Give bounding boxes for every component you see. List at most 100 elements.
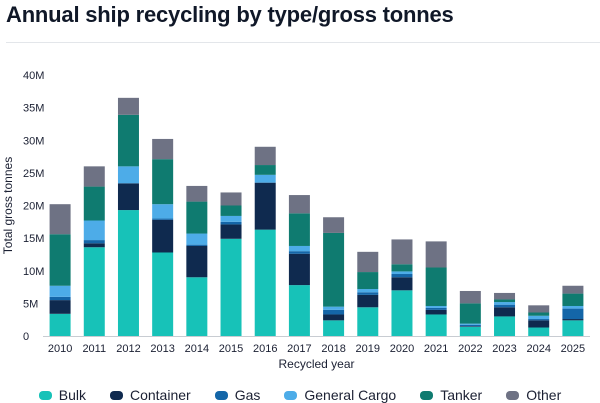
bar-segment-general-cargo-2012[interactable] [117,166,139,184]
bar-segment-container-2024[interactable] [528,320,550,328]
bar-segment-container-2022[interactable] [459,326,481,327]
bar-segment-bulk-2010[interactable] [49,313,71,336]
bar-segment-bulk-2014[interactable] [186,277,208,336]
bar-segment-other-2014[interactable] [186,185,208,202]
legend-item-other[interactable]: Other [506,387,561,403]
bar-segment-bulk-2022[interactable] [459,326,481,336]
bar-segment-container-2020[interactable] [391,277,413,291]
bar-segment-other-2021[interactable] [425,241,447,268]
bar-segment-other-2011[interactable] [83,166,105,187]
bar-segment-bulk-2016[interactable] [254,229,276,336]
bar-segment-general-cargo-2022[interactable] [459,323,481,325]
legend-item-tanker[interactable]: Tanker [420,387,482,403]
bar-segment-gas-2020[interactable] [391,274,413,278]
bar-segment-tanker-2019[interactable] [357,272,379,290]
bar-segment-tanker-2017[interactable] [288,213,310,246]
bar-segment-other-2013[interactable] [152,138,174,160]
bar-segment-container-2015[interactable] [220,224,242,239]
bar-segment-container-2019[interactable] [357,294,379,308]
bar-segment-container-2018[interactable] [323,314,345,321]
bar-segment-general-cargo-2011[interactable] [83,220,105,241]
bar-segment-other-2016[interactable] [254,146,276,166]
legend-item-bulk[interactable]: Bulk [38,387,86,403]
bar-segment-tanker-2024[interactable] [528,312,550,316]
bar-segment-other-2019[interactable] [357,251,379,273]
bar-segment-bulk-2023[interactable] [494,316,516,336]
bar-segment-gas-2025[interactable] [562,308,584,320]
bar-segment-gas-2017[interactable] [288,251,310,254]
bar-segment-gas-2011[interactable] [83,240,105,244]
bar-segment-tanker-2025[interactable] [562,293,584,306]
bar-segment-tanker-2013[interactable] [152,159,174,205]
bar-segment-container-2012[interactable] [117,183,139,211]
bar-segment-bulk-2021[interactable] [425,314,447,336]
bar-segment-gas-2023[interactable] [494,304,516,308]
bar-segment-other-2024[interactable] [528,305,550,313]
bar-segment-container-2025[interactable] [562,319,584,321]
bar-segment-general-cargo-2019[interactable] [357,289,379,293]
bar-segment-general-cargo-2020[interactable] [391,271,413,275]
bar-segment-container-2016[interactable] [254,182,276,230]
bar-segment-general-cargo-2013[interactable] [152,204,174,219]
bar-segment-other-2018[interactable] [323,217,345,233]
bar-segment-gas-2022[interactable] [459,324,481,327]
bar-segment-bulk-2019[interactable] [357,307,379,336]
legend-item-gas[interactable]: Gas [214,387,260,403]
bar-segment-tanker-2011[interactable] [83,186,105,221]
bar-segment-other-2022[interactable] [459,290,481,304]
bar-segment-gas-2010[interactable] [49,296,71,301]
bar-segment-bulk-2017[interactable] [288,285,310,336]
bar-segment-bulk-2020[interactable] [391,290,413,336]
bar-segment-general-cargo-2017[interactable] [288,245,310,252]
bar-segment-other-2012[interactable] [117,97,139,115]
bar-segment-bulk-2025[interactable] [562,320,584,336]
bar-segment-general-cargo-2018[interactable] [323,306,345,310]
bar-segment-bulk-2024[interactable] [528,327,550,336]
bar-segment-bulk-2018[interactable] [323,320,345,336]
bar-segment-tanker-2010[interactable] [49,234,71,286]
bar-segment-other-2017[interactable] [288,195,310,214]
bar-segment-other-2010[interactable] [49,204,71,235]
bar-segment-tanker-2015[interactable] [220,205,242,216]
bar-segment-container-2023[interactable] [494,307,516,317]
bar-segment-tanker-2020[interactable] [391,264,413,272]
legend-item-container[interactable]: Container [109,387,191,403]
bar-segment-tanker-2022[interactable] [459,303,481,324]
bar-segment-tanker-2021[interactable] [425,267,447,306]
bar-segment-bulk-2012[interactable] [117,210,139,336]
bar-segment-other-2020[interactable] [391,239,413,265]
bar-segment-bulk-2015[interactable] [220,238,242,336]
bar-segment-general-cargo-2021[interactable] [425,305,447,308]
bar-segment-general-cargo-2024[interactable] [528,315,550,320]
bar-segment-gas-2021[interactable] [425,307,447,310]
legend-item-general-cargo[interactable]: General Cargo [284,387,396,403]
bar-segment-gas-2024[interactable] [528,319,550,321]
bar-segment-gas-2019[interactable] [357,292,379,295]
bar-segment-container-2021[interactable] [425,309,447,315]
bar-segment-container-2011[interactable] [83,243,105,248]
bar-segment-bulk-2011[interactable] [83,247,105,336]
bar-segment-gas-2018[interactable] [323,309,345,315]
bar-segment-container-2013[interactable] [152,219,174,253]
bar-segment-gas-2014[interactable] [186,244,208,246]
bar-segment-container-2017[interactable] [288,253,310,286]
bar-segment-general-cargo-2015[interactable] [220,215,242,222]
bar-segment-gas-2015[interactable] [220,221,242,225]
bar-segment-tanker-2018[interactable] [323,232,345,307]
bar-segment-general-cargo-2010[interactable] [49,285,71,297]
bar-segment-bulk-2013[interactable] [152,252,174,336]
bar-segment-general-cargo-2014[interactable] [186,233,208,245]
bar-segment-tanker-2014[interactable] [186,201,208,234]
bar-segment-general-cargo-2016[interactable] [254,174,276,183]
bar-segment-tanker-2012[interactable] [117,114,139,167]
bar-segment-other-2023[interactable] [494,292,516,300]
bar-segment-container-2014[interactable] [186,245,208,278]
bar-segment-general-cargo-2025[interactable] [562,305,584,309]
bar-segment-general-cargo-2023[interactable] [494,302,516,305]
bar-segment-other-2015[interactable] [220,192,242,206]
bar-segment-tanker-2016[interactable] [254,165,276,175]
bar-segment-tanker-2023[interactable] [494,299,516,303]
bar-segment-container-2010[interactable] [49,300,71,314]
bar-segment-other-2025[interactable] [562,285,584,294]
bar-segment-gas-2013[interactable] [152,218,174,220]
